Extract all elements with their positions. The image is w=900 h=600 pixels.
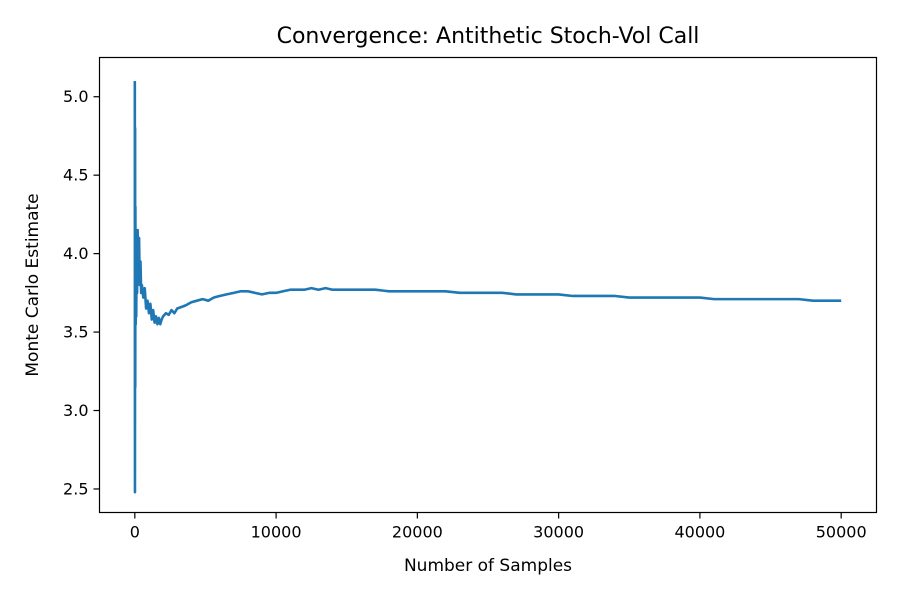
- y-tick-label: 5.0: [63, 87, 88, 106]
- y-axis-ticks: 2.5 3.0 3.5 4.0 4.5 5.0: [63, 87, 100, 498]
- x-axis-ticks: 0 10000 20000 30000 40000 50000: [130, 512, 867, 542]
- x-tick-label: 30000: [533, 523, 584, 542]
- series-line-0: [133, 81, 842, 494]
- x-tick-label: 0: [130, 523, 140, 542]
- x-axis-label: Number of Samples: [404, 556, 572, 576]
- y-axis-label: Monte Carlo Estimate: [23, 193, 43, 376]
- x-tick-label: 10000: [251, 523, 302, 542]
- y-tick-label: 4.5: [63, 166, 88, 185]
- plot-frame: [98, 56, 878, 514]
- chart-title: Convergence: Antithetic Stoch-Vol Call: [277, 24, 700, 49]
- x-tick-label: 20000: [392, 523, 443, 542]
- y-tick-label: 2.5: [63, 479, 88, 498]
- y-tick-label: 3.5: [63, 323, 88, 342]
- x-tick-label: 40000: [674, 523, 725, 542]
- x-tick-label: 50000: [816, 523, 867, 542]
- y-tick-label: 3.0: [63, 401, 88, 420]
- plot-area: [133, 81, 842, 494]
- y-tick-label: 4.0: [63, 244, 88, 263]
